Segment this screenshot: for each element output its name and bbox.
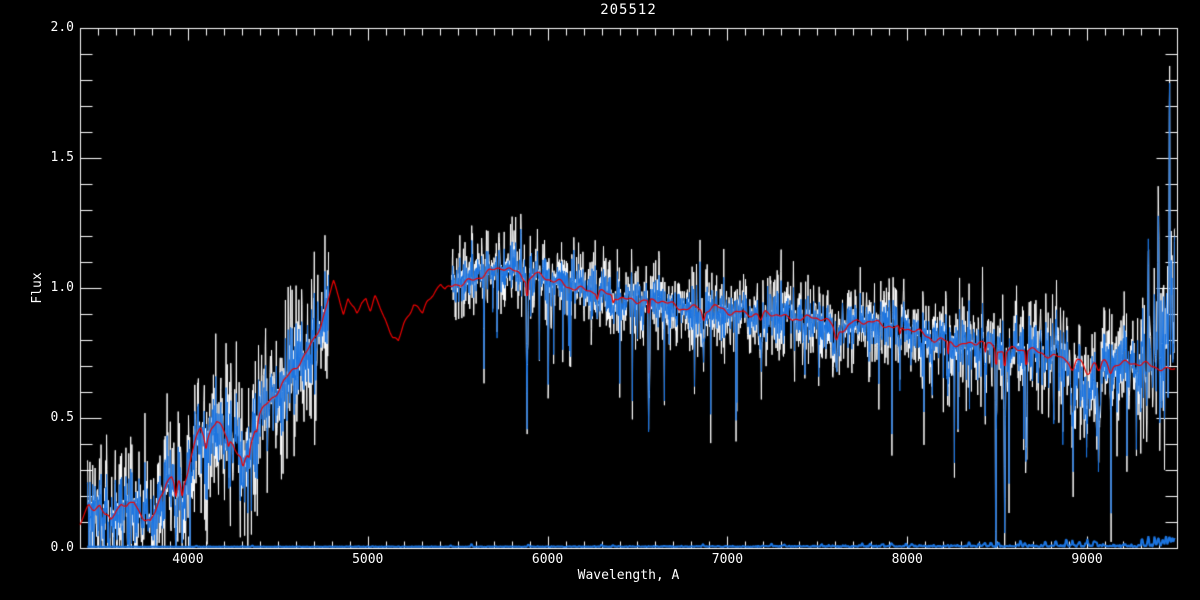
y-tick-label: 1.0 <box>50 280 74 295</box>
y-tick-label: 2.0 <box>50 20 74 35</box>
y-tick-label: 0.0 <box>50 540 74 555</box>
x-tick-label: 8000 <box>891 552 923 567</box>
plot-title: 205512 <box>600 2 657 18</box>
x-axis-label: Wavelength, A <box>577 568 680 583</box>
x-tick-label: 4000 <box>172 552 204 567</box>
x-tick-label: 6000 <box>531 552 564 567</box>
y-tick-label: 1.5 <box>50 150 74 165</box>
x-tick-label: 5000 <box>352 552 384 567</box>
x-tick-label: 7000 <box>711 552 744 567</box>
x-tick-label: 9000 <box>1071 552 1103 567</box>
y-tick-label: 0.5 <box>50 410 74 425</box>
